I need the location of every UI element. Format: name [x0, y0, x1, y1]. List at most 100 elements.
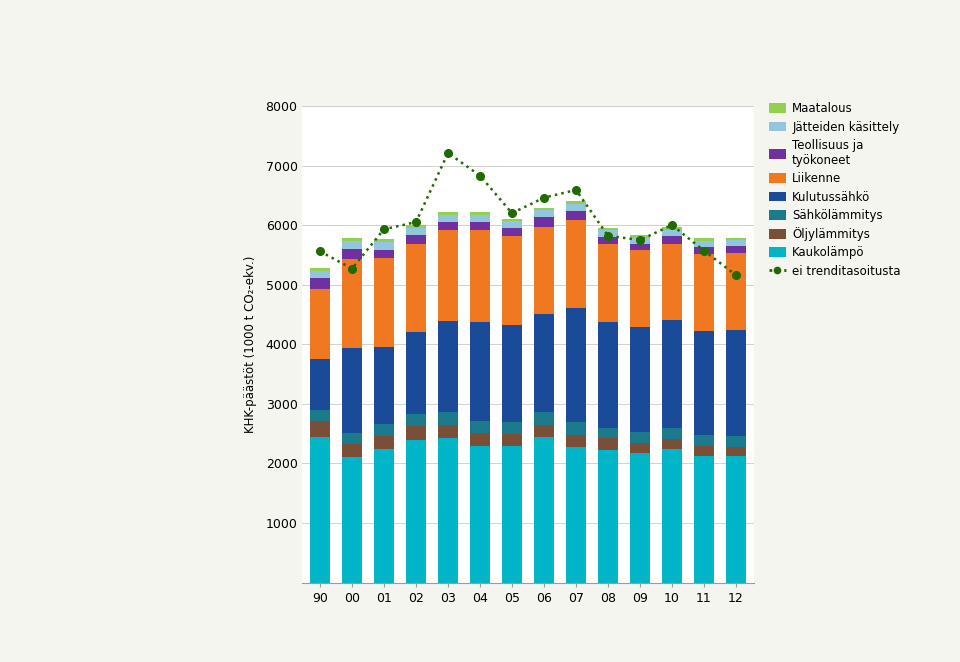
Bar: [406, 414, 425, 426]
Bar: [662, 449, 682, 583]
Bar: [662, 439, 682, 449]
Bar: [662, 236, 682, 244]
Bar: [631, 327, 650, 432]
Bar: [694, 254, 713, 330]
Bar: [439, 215, 458, 222]
Bar: [502, 324, 521, 422]
Bar: [374, 347, 394, 424]
Bar: [694, 455, 713, 583]
Bar: [374, 258, 394, 348]
Bar: [310, 278, 329, 289]
Bar: [694, 247, 713, 254]
Bar: [631, 250, 650, 327]
Bar: [470, 213, 490, 215]
Bar: [598, 228, 617, 230]
Bar: [310, 289, 329, 359]
Bar: [406, 426, 425, 440]
Bar: [310, 271, 329, 278]
Bar: [470, 421, 490, 433]
Bar: [566, 447, 586, 583]
Bar: [566, 211, 586, 220]
Bar: [502, 236, 521, 324]
Bar: [631, 238, 650, 244]
Bar: [631, 442, 650, 453]
Bar: [439, 213, 458, 215]
Bar: [694, 330, 713, 436]
Bar: [694, 446, 713, 455]
Bar: [631, 432, 650, 443]
Bar: [374, 239, 394, 242]
Bar: [374, 250, 394, 258]
Bar: [502, 228, 521, 236]
Bar: [310, 421, 329, 437]
Bar: [343, 444, 362, 457]
Bar: [535, 314, 554, 412]
Bar: [310, 359, 329, 410]
Bar: [535, 437, 554, 583]
Bar: [598, 322, 617, 428]
Bar: [727, 240, 746, 246]
Bar: [727, 436, 746, 447]
Bar: [662, 320, 682, 428]
Bar: [662, 244, 682, 320]
Bar: [374, 449, 394, 583]
Bar: [662, 428, 682, 439]
Bar: [631, 244, 650, 250]
Bar: [727, 447, 746, 455]
Bar: [406, 440, 425, 583]
Bar: [343, 259, 362, 348]
Bar: [470, 222, 490, 230]
Bar: [470, 215, 490, 222]
Bar: [535, 425, 554, 437]
Bar: [439, 222, 458, 230]
Bar: [343, 348, 362, 434]
Bar: [502, 446, 521, 583]
Bar: [502, 422, 521, 434]
Bar: [694, 436, 713, 446]
Bar: [406, 235, 425, 244]
Bar: [439, 438, 458, 583]
Bar: [439, 425, 458, 438]
Bar: [598, 449, 617, 583]
Bar: [439, 412, 458, 425]
Bar: [502, 218, 521, 221]
Bar: [406, 244, 425, 332]
Bar: [535, 217, 554, 226]
Bar: [374, 436, 394, 449]
Bar: [406, 228, 425, 235]
Bar: [343, 434, 362, 444]
Bar: [631, 235, 650, 238]
Bar: [598, 438, 617, 449]
Bar: [470, 230, 490, 322]
Bar: [535, 208, 554, 211]
Bar: [343, 249, 362, 259]
Bar: [343, 241, 362, 249]
Bar: [598, 237, 617, 244]
Bar: [566, 308, 586, 422]
Bar: [727, 455, 746, 583]
Bar: [566, 204, 586, 211]
Bar: [535, 211, 554, 217]
Bar: [598, 230, 617, 237]
Bar: [598, 244, 617, 322]
Bar: [502, 221, 521, 228]
Bar: [310, 410, 329, 421]
Bar: [439, 320, 458, 412]
Bar: [439, 230, 458, 320]
Bar: [470, 446, 490, 583]
Bar: [343, 457, 362, 583]
Bar: [566, 422, 586, 435]
Bar: [535, 226, 554, 314]
Bar: [310, 268, 329, 271]
Bar: [310, 437, 329, 583]
Bar: [535, 412, 554, 425]
Bar: [374, 242, 394, 250]
Bar: [694, 238, 713, 241]
Bar: [406, 225, 425, 228]
Bar: [727, 246, 746, 254]
Y-axis label: KHK-päästöt (1000 t CO₂-ekv.): KHK-päästöt (1000 t CO₂-ekv.): [244, 256, 257, 433]
Bar: [406, 332, 425, 414]
Bar: [631, 453, 650, 583]
Bar: [694, 241, 713, 247]
Bar: [343, 238, 362, 241]
